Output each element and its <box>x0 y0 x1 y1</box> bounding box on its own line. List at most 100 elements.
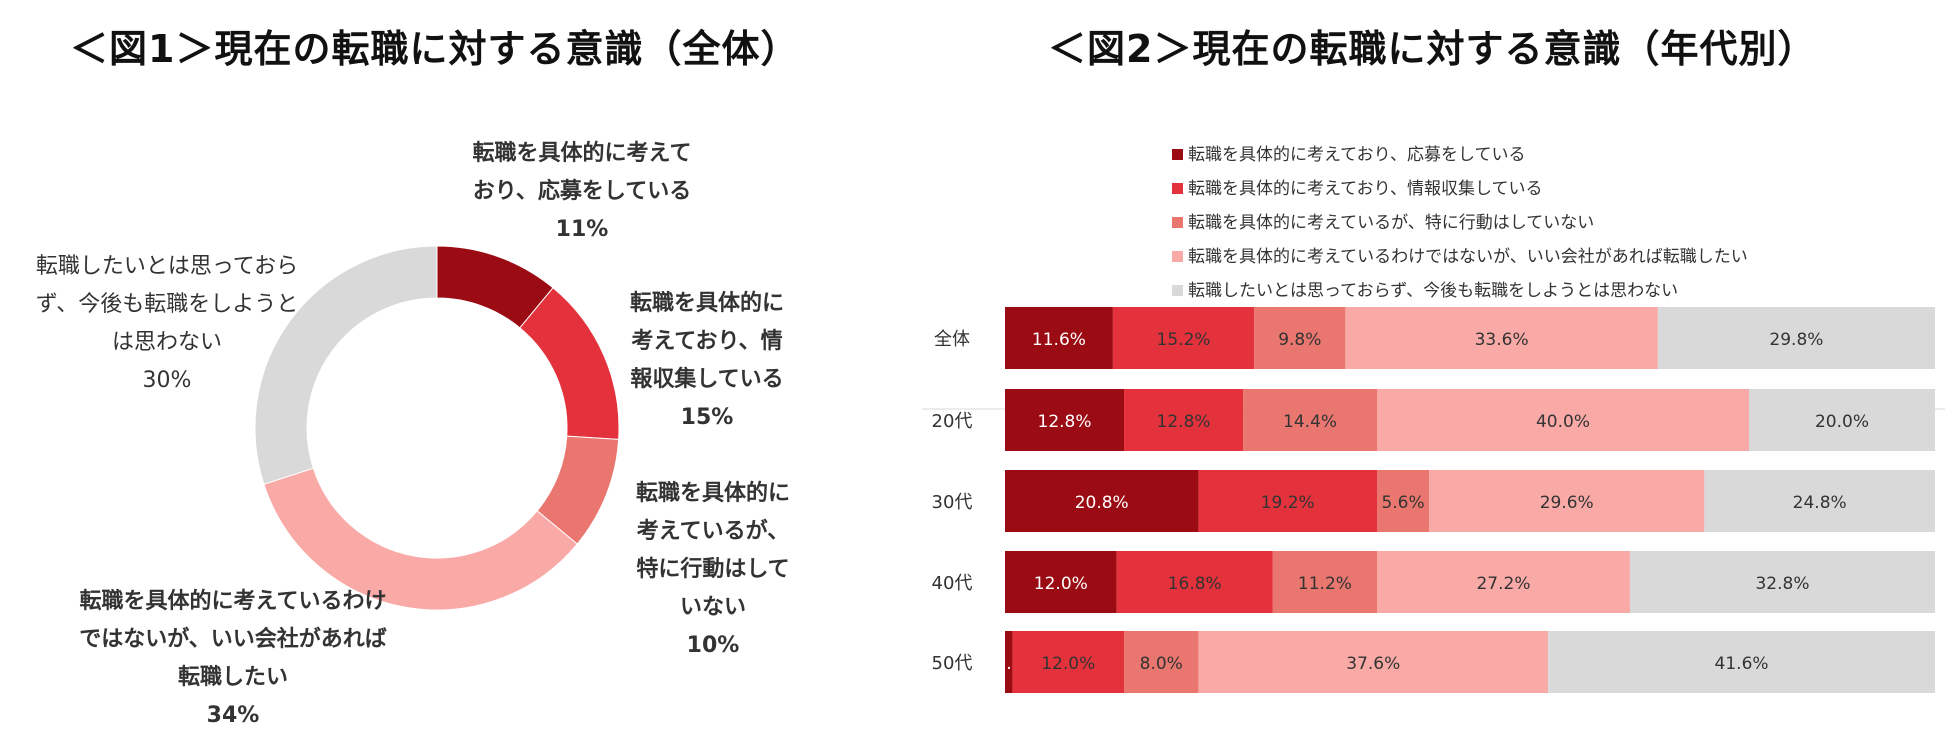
category-label: 30代 <box>932 492 973 513</box>
bar-segment <box>1005 551 1117 613</box>
svg-text:特に行動はして: 特に行動はして <box>636 556 789 582</box>
data-label: 33.6% <box>1475 330 1529 350</box>
donut-slice-4 <box>263 467 578 611</box>
figure-1-title: ＜図1＞現在の転職に対する意識（全体） <box>70 27 800 71</box>
legend-swatch <box>1172 149 1183 160</box>
bar-segment <box>1629 551 1935 613</box>
data-label: 9.8% <box>1278 330 1321 350</box>
legend-swatch <box>1172 285 1183 296</box>
data-label: 40.0% <box>1536 412 1590 432</box>
legend-swatch <box>1172 217 1183 228</box>
bar-segment <box>1704 470 1935 532</box>
data-label: 12.8% <box>1038 412 1092 432</box>
data-label: 5.6% <box>1381 493 1424 513</box>
svg-text:転職を具体的に考えているわけ: 転職を具体的に考えているわけ <box>80 588 387 614</box>
svg-text:転職したい: 転職したい <box>178 664 288 690</box>
bar-segment <box>1272 551 1377 613</box>
bar-segment <box>1124 631 1199 693</box>
donut-label-4: 転職を具体的に考えているわけではないが、いい会社があれば転職したい <box>79 588 387 690</box>
bar-segment <box>1198 470 1377 532</box>
stacked-bar-chart: 転職を具体的に考えており、応募をしている転職を具体的に考えており、情報収集してい… <box>922 145 1945 693</box>
svg-text:転職を具体的に考えて: 転職を具体的に考えて <box>473 140 692 166</box>
bar-segment <box>1005 307 1113 369</box>
donut-label-2: 転職を具体的に考えており、情報収集している <box>630 290 784 392</box>
donut-slice-5 <box>254 245 438 485</box>
data-label: 12.0% <box>1034 574 1088 594</box>
bar-segment <box>1124 389 1244 451</box>
legend-swatch <box>1172 183 1183 194</box>
svg-text:ず、今後も転職をしようと: ず、今後も転職をしようと <box>36 292 298 317</box>
svg-text:転職を具体的に: 転職を具体的に <box>636 480 790 506</box>
legend-item-2: 転職を具体的に考えており、情報収集している <box>1172 179 1542 199</box>
data-label: 20.8% <box>1075 493 1129 513</box>
data-label: 24.8% <box>1793 493 1847 513</box>
data-label: 29.6% <box>1540 493 1594 513</box>
data-label: 16.8% <box>1168 574 1222 594</box>
legend-item-3: 転職を具体的に考えているが、特に行動はしていない <box>1172 213 1594 233</box>
bar-segment <box>1005 631 1013 693</box>
svg-text:転職を具体的に考えており、情報収集している: 転職を具体的に考えており、情報収集している <box>1188 179 1542 199</box>
data-label: 8.0% <box>1140 654 1183 674</box>
bar-segment <box>1012 631 1125 693</box>
svg-text:は思わない: は思わない <box>112 330 222 355</box>
svg-text:転職を具体的に考えており、応募をしている: 転職を具体的に考えており、応募をしている <box>1188 145 1525 165</box>
donut-slice-2 <box>519 287 620 440</box>
data-label: 12.8% <box>1157 412 1211 432</box>
data-label: 27.2% <box>1476 574 1530 594</box>
donut-value-3: 10% <box>687 633 740 658</box>
data-label: 32.8% <box>1755 574 1809 594</box>
bar-segment <box>1254 307 1346 369</box>
svg-text:おり、応募をしている: おり、応募をしている <box>473 178 691 204</box>
svg-text:考えているが、: 考えているが、 <box>637 518 789 544</box>
data-label: 14.4% <box>1283 412 1337 432</box>
donut-value-5: 30% <box>143 368 192 393</box>
category-label: 50代 <box>932 653 973 674</box>
data-label: 29.8% <box>1769 330 1823 350</box>
svg-text:ではないが、いい会社があれば: ではないが、いい会社があれば <box>79 626 387 652</box>
svg-text:いない: いない <box>680 595 746 620</box>
bar-segment <box>1429 470 1705 532</box>
data-label: 37.6% <box>1346 654 1400 674</box>
bar-segment <box>1243 389 1377 451</box>
legend-item-5: 転職したいとは思っておらず、今後も転職をしようとは思わない <box>1172 281 1678 301</box>
bar-segment <box>1377 470 1430 532</box>
svg-text:考えており、情: 考えており、情 <box>631 328 782 354</box>
svg-text:転職を具体的に考えているわけではないが、いい会社があれば転職: 転職を具体的に考えているわけではないが、いい会社があれば転職したい <box>1188 247 1748 267</box>
bar-segment <box>1657 307 1935 369</box>
category-label: 20代 <box>932 411 973 432</box>
donut-chart: 転職を具体的に考えており、応募をしている11%転職を具体的に考えており、情報収集… <box>36 140 790 728</box>
data-label: 11.2% <box>1298 574 1352 594</box>
bar-segment <box>1377 551 1630 613</box>
donut-value-4: 34% <box>207 703 260 728</box>
bar-segment <box>1005 389 1125 451</box>
category-label: 40代 <box>932 573 973 594</box>
data-label: 41.6% <box>1715 654 1769 674</box>
bar-segment <box>1112 307 1255 369</box>
donut-label-5: 転職したいとは思っておらず、今後も転職をしようとは思わない <box>36 254 298 355</box>
donut-label-1: 転職を具体的に考えており、応募をしている <box>473 140 692 204</box>
donut-value-1: 11% <box>556 217 609 242</box>
data-label: 19.2% <box>1261 493 1315 513</box>
figure-2-title: ＜図2＞現在の転職に対する意識（年代別） <box>1048 27 1817 71</box>
data-label: 15.2% <box>1157 330 1211 350</box>
bar-segment <box>1198 631 1549 693</box>
bar-segment <box>1116 551 1273 613</box>
bar-segment <box>1345 307 1658 369</box>
svg-text:転職を具体的に: 転職を具体的に <box>630 290 784 316</box>
bar-segment <box>1005 470 1199 532</box>
legend-item-4: 転職を具体的に考えているわけではないが、いい会社があれば転職したい <box>1172 247 1748 267</box>
data-label: 11.6% <box>1032 330 1086 350</box>
svg-text:転職を具体的に考えているが、特に行動はしていない: 転職を具体的に考えているが、特に行動はしていない <box>1188 213 1594 233</box>
bar-segment <box>1548 631 1935 693</box>
legend-item-1: 転職を具体的に考えており、応募をしている <box>1172 145 1525 165</box>
bar-segment <box>1377 389 1749 451</box>
svg-text:転職したいとは思っておらず、今後も転職をしようとは思わない: 転職したいとは思っておらず、今後も転職をしようとは思わない <box>1188 281 1678 301</box>
svg-text:報収集している: 報収集している <box>630 366 783 392</box>
data-label: 12.0% <box>1041 654 1095 674</box>
data-label: 20.0% <box>1815 412 1869 432</box>
donut-value-2: 15% <box>681 405 734 430</box>
bar-segment <box>1749 389 1935 451</box>
category-label: 全体 <box>934 329 970 350</box>
donut-label-3: 転職を具体的に考えているが、特に行動はしていない <box>636 480 790 620</box>
svg-text:転職したいとは思っておら: 転職したいとは思っておら <box>36 254 298 279</box>
